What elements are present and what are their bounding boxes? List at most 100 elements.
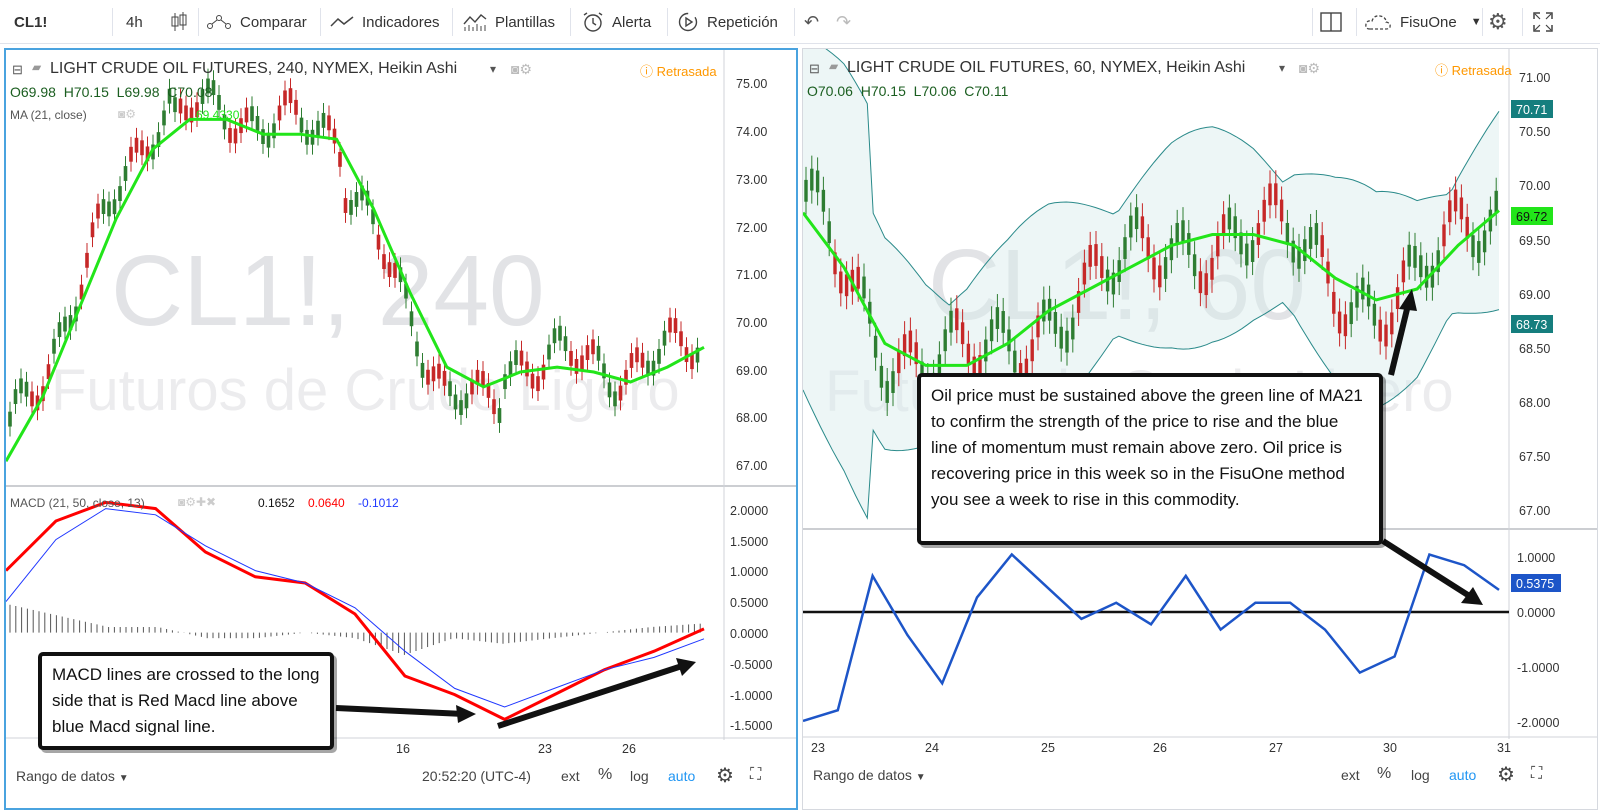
macd-tick: 1.5000 <box>730 535 769 549</box>
candle <box>272 113 276 149</box>
settings-button[interactable]: ⚙ <box>1488 0 1508 44</box>
fullscreen-icon[interactable]: ⛶ <box>1531 765 1543 782</box>
eye-icon[interactable]: ◙⚙ <box>1299 60 1321 76</box>
time-tick: 26 <box>1153 741 1167 755</box>
percent-toggle[interactable]: % <box>1377 765 1392 782</box>
divider <box>198 8 199 36</box>
macd-legend-label[interactable]: MACD (21, 50, close, 13) <box>10 496 145 510</box>
candle <box>481 361 485 396</box>
chart-title[interactable]: LIGHT CRUDE OIL FUTURES, 240, NYMEX, Hei… <box>50 60 458 77</box>
ext-toggle[interactable]: ext <box>561 768 580 784</box>
chevron-down-icon[interactable]: ▾ <box>490 62 497 76</box>
chevron-down-icon[interactable]: ▾ <box>1279 61 1286 75</box>
ma-legend-label[interactable]: MA (21, close) <box>10 108 87 122</box>
collapse-icon[interactable]: ⊟ <box>809 61 820 76</box>
candle <box>1059 313 1063 362</box>
candle <box>162 100 166 136</box>
candle <box>156 122 161 157</box>
compare-button[interactable]: Comparar <box>206 0 307 44</box>
candle <box>470 369 474 405</box>
candle <box>277 95 282 131</box>
gear-icon[interactable]: ⚙ <box>1497 764 1515 786</box>
right-chart-pane[interactable]: CL1!, 60 Futuros de Crudo Ligero 70.71 6… <box>802 48 1598 810</box>
fullscreen-icon[interactable]: ⛶ <box>750 766 762 783</box>
price-tick: 69.00 <box>736 364 768 378</box>
gear-icon[interactable]: ⚙ <box>716 765 734 787</box>
candle <box>1221 201 1226 250</box>
delayed-badge: ⓘ Retrasada <box>1435 60 1512 79</box>
price-tick: 68.00 <box>736 411 768 425</box>
candle <box>343 188 348 223</box>
candle <box>24 371 29 407</box>
date-range-button[interactable]: Rango de datos ▼ <box>813 767 926 783</box>
candle <box>1158 252 1162 301</box>
candle <box>382 244 386 279</box>
candle <box>1482 217 1487 266</box>
candle <box>1395 274 1400 323</box>
candle <box>839 258 843 307</box>
candle <box>283 80 287 116</box>
signal-line <box>6 508 705 708</box>
log-toggle[interactable]: log <box>1411 767 1430 783</box>
fullscreen-button[interactable] <box>1533 0 1553 44</box>
flag-icon[interactable]: ▰ <box>829 59 839 73</box>
flag-icon[interactable]: ▰ <box>32 60 42 74</box>
candle <box>497 398 502 433</box>
left-chart-canvas[interactable]: CL1!, 240 Futuros de Crudo Ligero <box>6 50 796 808</box>
candle <box>1274 170 1278 219</box>
candle <box>1175 209 1179 258</box>
auto-toggle[interactable]: auto <box>668 768 696 784</box>
candle <box>1494 177 1498 226</box>
annotation-callout[interactable]: MACD lines are crossed to the long side … <box>38 652 334 750</box>
left-chart-pane[interactable]: CL1!, 240 Futuros de Crudo Ligero ⊟ ▰ LI… <box>4 48 798 810</box>
templates-button[interactable]: Plantillas <box>463 0 555 44</box>
ext-toggle[interactable]: ext <box>1341 767 1360 783</box>
candle <box>1471 222 1475 271</box>
redo-button[interactable]: ↷ <box>836 0 851 44</box>
eye-icon[interactable]: ◙⚙ <box>118 107 137 121</box>
replay-button[interactable]: Repetición <box>677 0 778 44</box>
candle <box>1187 219 1191 268</box>
collapse-icon[interactable]: ⊟ <box>12 62 23 77</box>
auto-toggle[interactable]: auto <box>1449 767 1477 783</box>
macd-tick: -1.5000 <box>730 719 773 733</box>
layout-button[interactable] <box>1320 0 1342 44</box>
chart-title[interactable]: LIGHT CRUDE OIL FUTURES, 60, NYMEX, Heik… <box>847 59 1246 76</box>
ohlc-readout: O69.98 H70.15 L69.98 C70.08 <box>10 84 212 100</box>
user-menu[interactable]: FisuOne ▼ <box>1364 0 1482 44</box>
candle <box>1198 258 1203 307</box>
candle <box>1453 176 1458 225</box>
undo-button[interactable]: ↶ <box>804 0 819 44</box>
candle <box>624 359 628 395</box>
candle <box>492 389 496 424</box>
eye-icon[interactable]: ◙⚙ <box>511 61 533 77</box>
candle <box>1378 306 1382 355</box>
chart-style-button[interactable] <box>170 0 188 44</box>
expand-icon <box>1533 12 1553 32</box>
indicators-button[interactable]: Indicadores <box>330 0 440 44</box>
divider <box>570 8 571 36</box>
macd-tick: 0.5000 <box>730 596 769 610</box>
candle <box>885 368 889 417</box>
candle <box>995 294 1000 343</box>
candle <box>294 90 298 125</box>
candlesticks <box>8 68 700 437</box>
candle <box>1320 222 1324 271</box>
eye-icon[interactable]: ◙⚙✚✖ <box>178 495 217 509</box>
interval-button[interactable]: 4h <box>126 0 143 44</box>
candle <box>651 350 656 386</box>
macd-tick: 2.0000 <box>730 504 769 518</box>
annotation-callout[interactable]: Oil price must be sustained above the gr… <box>917 373 1383 545</box>
divider <box>320 8 321 36</box>
log-toggle[interactable]: log <box>630 768 649 784</box>
divider <box>1312 8 1313 36</box>
candle <box>1245 230 1249 279</box>
symbol-search[interactable]: CL1! <box>14 0 47 44</box>
percent-toggle[interactable]: % <box>598 766 613 783</box>
alert-button[interactable]: Alerta <box>582 0 651 44</box>
candle <box>420 353 425 388</box>
price-tick: 70.00 <box>1519 179 1551 193</box>
momentum-tick: 1.0000 <box>1517 551 1556 565</box>
date-range-button[interactable]: Rango de datos ▼ <box>16 768 129 784</box>
candle <box>1436 237 1440 286</box>
